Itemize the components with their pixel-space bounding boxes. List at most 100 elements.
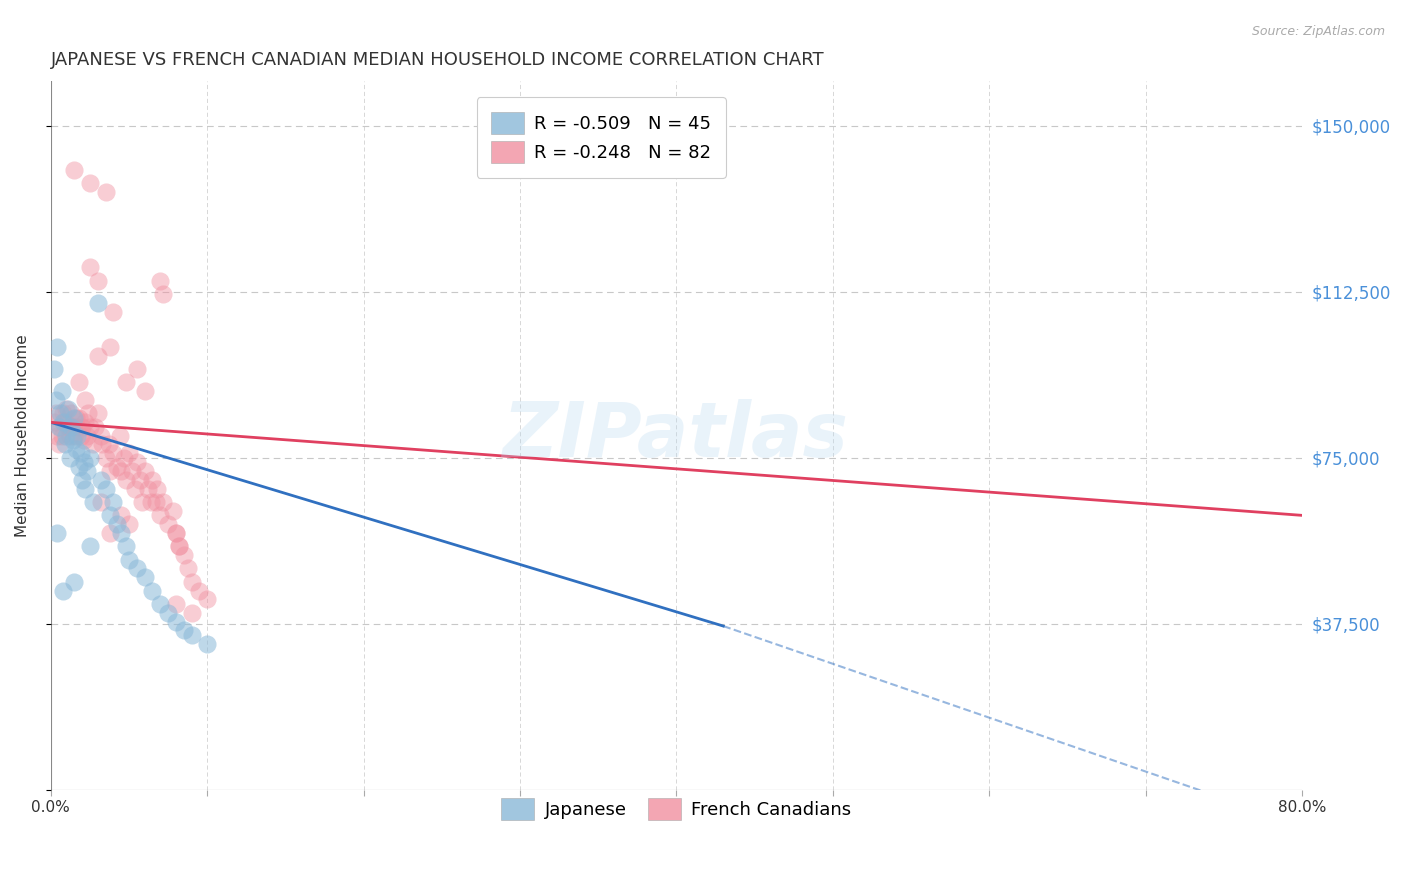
Point (177, 561, 200, 575)
Point (46, 428, 69, 442)
Point (46, 526, 69, 541)
Point (188, 583, 211, 598)
Point (125, 362, 148, 376)
Point (180, 574, 202, 589)
Point (62, 419, 84, 434)
Point (59, 450, 82, 465)
Point (70, 473, 93, 487)
Point (42, 415, 65, 429)
Point (66, 419, 89, 434)
Point (52, 583, 75, 598)
Point (63, 574, 86, 589)
Point (98, 526, 121, 541)
Point (53, 415, 76, 429)
Point (152, 495, 174, 509)
Point (70, 419, 93, 434)
Point (149, 508, 172, 523)
Point (87, 295, 110, 310)
Point (125, 455, 148, 469)
Point (103, 495, 125, 509)
Point (98, 340, 121, 354)
Point (76, 428, 98, 442)
Point (131, 495, 153, 509)
Legend: Japanese, French Canadians: Japanese, French Canadians (486, 783, 866, 834)
Point (44, 407, 66, 421)
Point (52, 407, 75, 421)
Point (48, 437, 70, 451)
Point (75, 393, 97, 408)
Point (82, 495, 104, 509)
Point (97, 437, 120, 451)
Point (118, 446, 141, 460)
Point (115, 539, 138, 553)
Point (180, 628, 202, 642)
Point (112, 450, 135, 465)
Point (141, 583, 163, 598)
Point (51, 384, 73, 399)
Point (56, 419, 79, 434)
Point (145, 495, 167, 509)
Point (91, 437, 114, 451)
Point (167, 539, 190, 553)
Point (66, 428, 89, 442)
Point (87, 274, 110, 288)
Point (165, 526, 187, 541)
Point (83, 419, 105, 434)
Point (108, 428, 131, 442)
Point (67, 376, 90, 390)
Point (125, 561, 148, 575)
Point (165, 615, 187, 629)
Point (173, 624, 195, 638)
Point (52, 415, 75, 429)
Point (53, 437, 76, 451)
Point (73, 433, 96, 447)
Point (42, 362, 65, 376)
Point (115, 473, 138, 487)
Point (103, 446, 125, 460)
Point (134, 384, 156, 399)
Point (152, 287, 174, 301)
Point (129, 473, 152, 487)
Point (149, 274, 172, 288)
Point (75, 482, 97, 496)
Point (67, 459, 90, 474)
Point (157, 606, 180, 620)
Point (69, 428, 91, 442)
Point (134, 464, 156, 478)
Point (146, 482, 169, 496)
Point (121, 464, 143, 478)
Point (56, 402, 79, 417)
Point (136, 482, 159, 496)
Point (77, 407, 100, 421)
Point (110, 464, 132, 478)
Point (65, 442, 87, 456)
Point (94, 482, 117, 496)
Point (94, 185, 117, 199)
Point (75, 415, 97, 429)
Point (195, 637, 218, 651)
Point (63, 162, 86, 177)
Text: JAPANESE VS FRENCH CANADIAN MEDIAN HOUSEHOLD INCOME CORRELATION CHART: JAPANESE VS FRENCH CANADIAN MEDIAN HOUSE… (51, 51, 824, 69)
Point (51, 428, 73, 442)
Point (87, 407, 110, 421)
Point (59, 428, 82, 442)
Point (79, 539, 101, 553)
Point (62, 433, 84, 447)
Point (48, 419, 70, 434)
Point (73, 455, 96, 469)
Point (87, 349, 110, 363)
Point (149, 597, 172, 611)
Point (173, 548, 195, 562)
Point (103, 304, 125, 318)
Point (94, 450, 117, 465)
Point (90, 428, 112, 442)
Point (49, 407, 72, 421)
Point (118, 552, 141, 566)
Point (76, 464, 98, 478)
Point (167, 539, 190, 553)
Point (79, 450, 101, 465)
Point (55, 402, 77, 417)
Point (124, 482, 146, 496)
Point (82, 437, 104, 451)
Point (60, 419, 83, 434)
